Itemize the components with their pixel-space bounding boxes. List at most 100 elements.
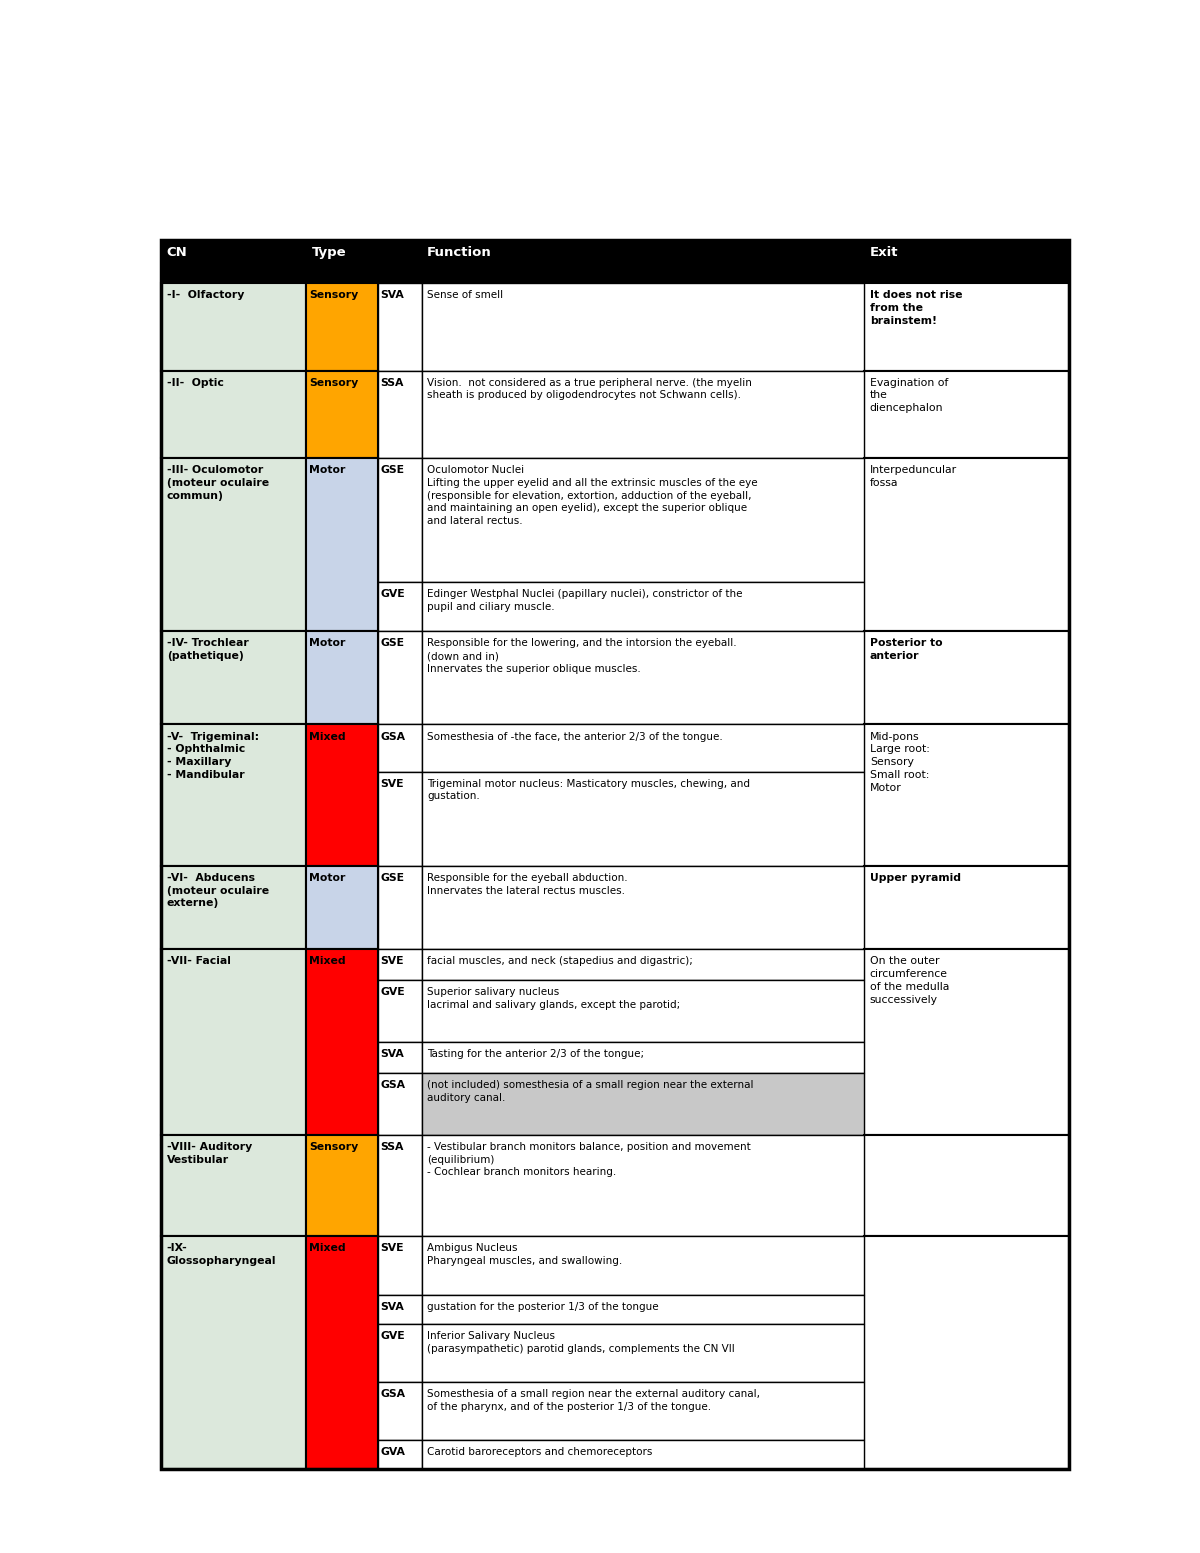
Text: Edinger Westphal Nuclei (papillary nuclei), constrictor of the
pupil and ciliary: Edinger Westphal Nuclei (papillary nucle… — [427, 589, 743, 612]
Text: -IX-
Glossopharyngeal: -IX- Glossopharyngeal — [167, 1244, 276, 1266]
Text: Sensory: Sensory — [310, 290, 359, 300]
Text: Mixed: Mixed — [310, 1244, 346, 1253]
Bar — [421, 865, 864, 949]
Bar — [161, 1135, 306, 1236]
Bar — [421, 949, 864, 980]
Text: GVE: GVE — [380, 1331, 406, 1340]
Text: Mid-pons
Large root:
Sensory
Small root:
Motor: Mid-pons Large root: Sensory Small root:… — [870, 731, 930, 794]
Bar — [421, 724, 864, 772]
Bar — [378, 582, 421, 631]
Text: -IV- Trochlear
(pathetique): -IV- Trochlear (pathetique) — [167, 638, 248, 662]
Text: It does not rise
from the
brainstem!: It does not rise from the brainstem! — [870, 290, 962, 326]
Text: Motor: Motor — [310, 638, 346, 648]
Bar — [306, 458, 378, 631]
Bar — [306, 865, 378, 949]
Bar — [421, 371, 864, 458]
Text: On the outer
circumference
of the medulla
successively: On the outer circumference of the medull… — [870, 957, 949, 1005]
Bar — [378, 724, 421, 772]
Text: Sensory: Sensory — [310, 1141, 359, 1152]
Text: -VIII- Auditory
Vestibular: -VIII- Auditory Vestibular — [167, 1141, 252, 1165]
Text: Vision.  not considered as a true peripheral nerve. (the myelin
sheath is produc: Vision. not considered as a true periphe… — [427, 377, 752, 401]
Text: Function: Function — [427, 245, 492, 259]
Bar — [421, 458, 864, 582]
Bar — [421, 1042, 864, 1073]
Bar — [864, 724, 1069, 865]
Text: Ambigus Nucleus
Pharyngeal muscles, and swallowing.: Ambigus Nucleus Pharyngeal muscles, and … — [427, 1244, 623, 1266]
Text: facial muscles, and neck (stapedius and digastric);: facial muscles, and neck (stapedius and … — [427, 957, 694, 966]
Bar — [306, 283, 378, 371]
Bar — [864, 949, 1069, 1135]
Bar — [378, 458, 421, 582]
Text: SVE: SVE — [380, 957, 404, 966]
Text: Somesthesia of a small region near the external auditory canal,
of the pharynx, : Somesthesia of a small region near the e… — [427, 1390, 760, 1412]
Bar — [421, 1135, 864, 1236]
Text: Inferior Salivary Nucleus
(parasympathetic) parotid glands, complements the CN V: Inferior Salivary Nucleus (parasympathet… — [427, 1331, 734, 1354]
Bar — [864, 865, 1069, 949]
Bar — [161, 283, 306, 371]
Text: Posterior to
anterior: Posterior to anterior — [870, 638, 942, 662]
Text: Motor: Motor — [310, 873, 346, 882]
Text: Interpeduncular
fossa: Interpeduncular fossa — [870, 464, 956, 488]
Bar — [421, 1323, 864, 1382]
Bar — [864, 458, 1069, 631]
Bar — [864, 1135, 1069, 1236]
Text: -VII- Facial: -VII- Facial — [167, 957, 230, 966]
Text: Carotid baroreceptors and chemoreceptors: Carotid baroreceptors and chemoreceptors — [427, 1447, 653, 1458]
Bar — [378, 1323, 421, 1382]
Bar — [378, 283, 421, 371]
Text: SVA: SVA — [380, 1301, 404, 1312]
Bar — [864, 283, 1069, 371]
Text: CN: CN — [167, 245, 187, 259]
Text: Upper pyramid: Upper pyramid — [870, 873, 961, 882]
Text: SSA: SSA — [380, 1141, 404, 1152]
Bar — [378, 949, 421, 980]
Bar — [421, 1440, 864, 1469]
Bar — [378, 1382, 421, 1440]
Text: -III- Oculomotor
(moteur oculaire
commun): -III- Oculomotor (moteur oculaire commun… — [167, 464, 269, 500]
Text: GVE: GVE — [380, 988, 406, 997]
Bar — [864, 371, 1069, 458]
Text: GVA: GVA — [380, 1447, 406, 1458]
Text: -V-  Trigeminal:
- Ophthalmic
- Maxillary
- Mandibular: -V- Trigeminal: - Ophthalmic - Maxillary… — [167, 731, 259, 780]
Text: Evagination of
the
diencephalon: Evagination of the diencephalon — [870, 377, 948, 413]
Bar — [378, 1440, 421, 1469]
Text: GSE: GSE — [380, 464, 404, 475]
Text: Somesthesia of -the face, the anterior 2/3 of the tongue.: Somesthesia of -the face, the anterior 2… — [427, 731, 722, 742]
Bar — [306, 371, 378, 458]
Text: Oculomotor Nuclei
Lifting the upper eyelid and all the extrinsic muscles of the : Oculomotor Nuclei Lifting the upper eyel… — [427, 464, 757, 526]
Text: Motor: Motor — [310, 464, 346, 475]
Text: SSA: SSA — [380, 377, 404, 388]
Bar — [378, 865, 421, 949]
Text: Tasting for the anterior 2/3 of the tongue;: Tasting for the anterior 2/3 of the tong… — [427, 1050, 644, 1059]
Bar — [306, 724, 378, 865]
Text: SVA: SVA — [380, 1050, 404, 1059]
Bar — [161, 458, 306, 631]
Bar — [161, 724, 306, 865]
Bar — [864, 631, 1069, 724]
Bar — [421, 772, 864, 865]
Text: SVE: SVE — [380, 1244, 404, 1253]
Text: Trigeminal motor nucleus: Masticatory muscles, chewing, and
gustation.: Trigeminal motor nucleus: Masticatory mu… — [427, 778, 750, 801]
Text: SVA: SVA — [380, 290, 404, 300]
Text: -II-  Optic: -II- Optic — [167, 377, 223, 388]
Text: Sense of smell: Sense of smell — [427, 290, 503, 300]
Bar — [306, 1236, 378, 1469]
Bar — [161, 371, 306, 458]
Bar — [378, 772, 421, 865]
Bar — [161, 631, 306, 724]
Bar — [378, 1073, 421, 1135]
Text: GSE: GSE — [380, 638, 404, 648]
Text: (not included) somesthesia of a small region near the external
auditory canal.: (not included) somesthesia of a small re… — [427, 1079, 754, 1103]
Bar — [378, 1042, 421, 1073]
Bar — [161, 949, 306, 1135]
Bar — [378, 980, 421, 1042]
Text: GSA: GSA — [380, 731, 406, 742]
Text: -I-  Olfactory: -I- Olfactory — [167, 290, 244, 300]
Text: - Vestibular branch monitors balance, position and movement
(equilibrium)
- Coch: - Vestibular branch monitors balance, po… — [427, 1141, 751, 1177]
Text: GSA: GSA — [380, 1079, 406, 1090]
Bar — [306, 1135, 378, 1236]
Bar — [421, 1236, 864, 1295]
Text: Type: Type — [312, 245, 347, 259]
Bar — [421, 582, 864, 631]
Text: -VI-  Abducens
(moteur oculaire
externe): -VI- Abducens (moteur oculaire externe) — [167, 873, 269, 909]
